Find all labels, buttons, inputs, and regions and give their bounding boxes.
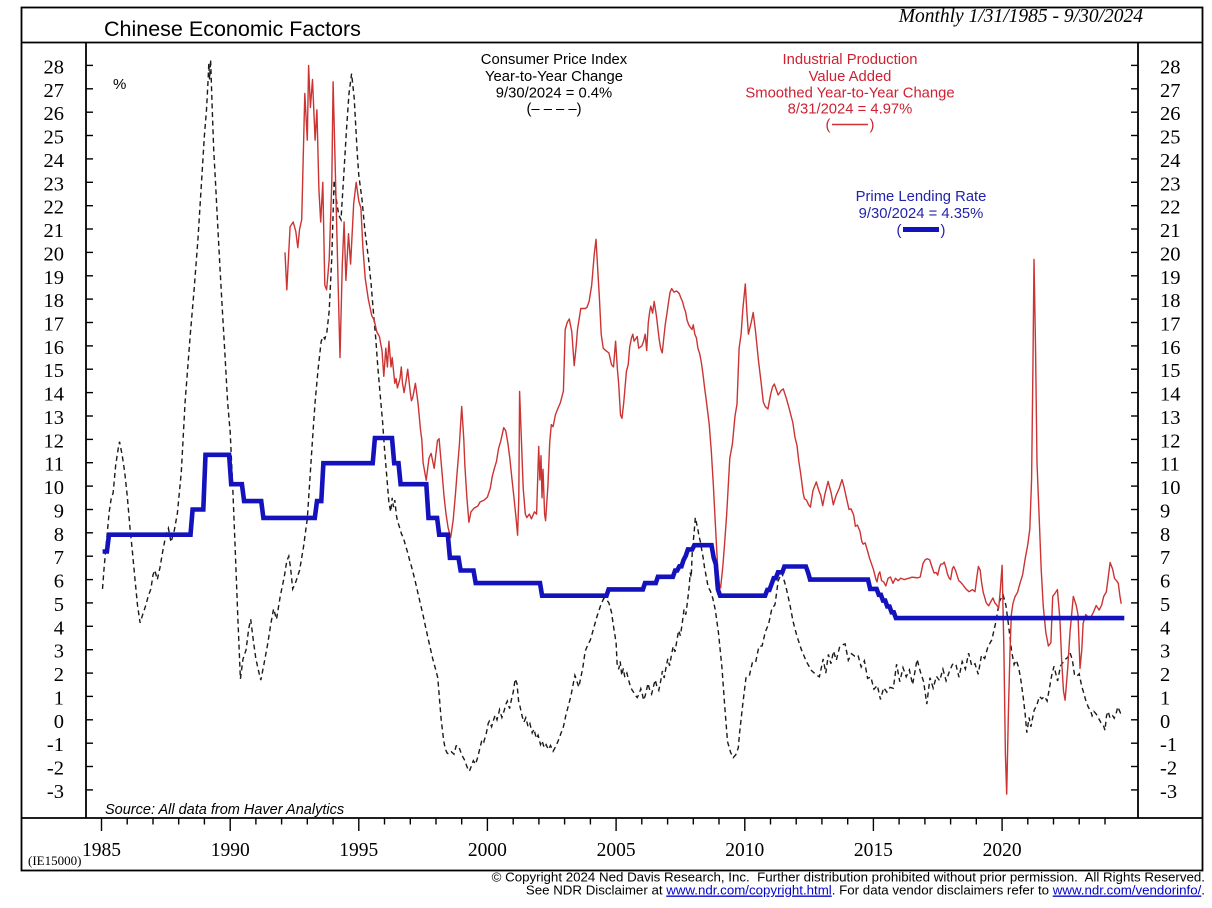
svg-text:0: 0 bbox=[54, 711, 64, 733]
svg-text:2000: 2000 bbox=[468, 840, 507, 861]
svg-text:10: 10 bbox=[1160, 477, 1181, 499]
svg-text:28: 28 bbox=[44, 56, 65, 78]
svg-text:Source: All data from Haver An: Source: All data from Haver Analytics bbox=[105, 802, 344, 818]
svg-text:See NDR Disclaimer at www.ndr.: See NDR Disclaimer at www.ndr.com/copyri… bbox=[526, 883, 1205, 898]
svg-text:11: 11 bbox=[1160, 454, 1180, 476]
svg-text:-3: -3 bbox=[47, 781, 64, 803]
svg-text:10: 10 bbox=[44, 477, 65, 499]
svg-text:Prime Lending Rate: Prime Lending Rate bbox=[856, 189, 987, 205]
svg-text:23: 23 bbox=[1160, 173, 1181, 195]
svg-text:28: 28 bbox=[1160, 56, 1181, 78]
svg-text:9/30/2024 = 4.35%: 9/30/2024 = 4.35% bbox=[859, 206, 984, 222]
svg-text:8: 8 bbox=[54, 524, 64, 546]
svg-text:1: 1 bbox=[1160, 687, 1170, 709]
svg-text:13: 13 bbox=[1160, 407, 1181, 429]
svg-text:(: ( bbox=[826, 118, 831, 134]
svg-text:3: 3 bbox=[54, 641, 64, 663]
svg-text:Monthly 1/31/1985 - 9/30/2024: Monthly 1/31/1985 - 9/30/2024 bbox=[898, 6, 1144, 27]
svg-text:23: 23 bbox=[44, 173, 65, 195]
svg-text:9: 9 bbox=[54, 501, 64, 523]
svg-text:0: 0 bbox=[1160, 711, 1170, 733]
svg-text:17: 17 bbox=[44, 314, 65, 336]
svg-text:7: 7 bbox=[1160, 547, 1170, 569]
svg-text:6: 6 bbox=[54, 571, 64, 593]
svg-text:21: 21 bbox=[1160, 220, 1181, 242]
svg-text:-3: -3 bbox=[1160, 781, 1177, 803]
svg-text:11: 11 bbox=[44, 454, 64, 476]
svg-text:20: 20 bbox=[1160, 243, 1181, 265]
svg-text:2: 2 bbox=[54, 664, 64, 686]
svg-text:25: 25 bbox=[44, 127, 65, 149]
svg-text:18: 18 bbox=[44, 290, 65, 312]
svg-text:7: 7 bbox=[54, 547, 64, 569]
svg-text:Consumer Price Index: Consumer Price Index bbox=[481, 52, 628, 68]
svg-text:27: 27 bbox=[44, 80, 65, 102]
svg-text:2020: 2020 bbox=[983, 840, 1022, 861]
svg-text:26: 26 bbox=[44, 103, 65, 125]
svg-text:Value Added: Value Added bbox=[809, 69, 892, 85]
svg-text:22: 22 bbox=[1160, 197, 1181, 219]
svg-text:19: 19 bbox=[44, 267, 65, 289]
svg-text:-2: -2 bbox=[1160, 758, 1177, 780]
svg-text:9/30/2024 = 0.4%: 9/30/2024 = 0.4% bbox=[496, 86, 612, 102]
svg-text:-2: -2 bbox=[47, 758, 64, 780]
svg-text:25: 25 bbox=[1160, 127, 1181, 149]
svg-text:17: 17 bbox=[1160, 314, 1181, 336]
svg-text:2005: 2005 bbox=[597, 840, 636, 861]
svg-text:22: 22 bbox=[44, 197, 65, 219]
svg-text:(: ( bbox=[897, 223, 902, 239]
svg-text:12: 12 bbox=[44, 430, 65, 452]
svg-text:4: 4 bbox=[54, 617, 64, 639]
svg-text:Chinese Economic Factors: Chinese Economic Factors bbox=[104, 17, 361, 41]
svg-text:14: 14 bbox=[1160, 384, 1181, 406]
svg-text:18: 18 bbox=[1160, 290, 1181, 312]
svg-text:2015: 2015 bbox=[854, 840, 893, 861]
svg-text:Year-to-Year Change: Year-to-Year Change bbox=[485, 69, 623, 85]
svg-text:): ) bbox=[870, 118, 875, 134]
svg-text:8: 8 bbox=[1160, 524, 1170, 546]
svg-text:© Copyright 2024 Ned Davis Res: © Copyright 2024 Ned Davis Research, Inc… bbox=[492, 870, 1205, 885]
svg-text:Industrial Production: Industrial Production bbox=[783, 52, 918, 68]
svg-text:Smoothed Year-to-Year Change: Smoothed Year-to-Year Change bbox=[745, 86, 954, 102]
svg-text:13: 13 bbox=[44, 407, 65, 429]
svg-text:1990: 1990 bbox=[211, 840, 250, 861]
svg-text:16: 16 bbox=[44, 337, 65, 359]
svg-text:26: 26 bbox=[1160, 103, 1181, 125]
svg-text:15: 15 bbox=[1160, 360, 1181, 382]
svg-text:9: 9 bbox=[1160, 501, 1170, 523]
svg-text:1985: 1985 bbox=[82, 840, 121, 861]
svg-text:3: 3 bbox=[1160, 641, 1170, 663]
svg-text:24: 24 bbox=[1160, 150, 1181, 172]
svg-text:4: 4 bbox=[1160, 617, 1170, 639]
svg-text:14: 14 bbox=[44, 384, 65, 406]
svg-text:2010: 2010 bbox=[725, 840, 764, 861]
svg-text:16: 16 bbox=[1160, 337, 1181, 359]
svg-text:5: 5 bbox=[54, 594, 64, 616]
svg-text:24: 24 bbox=[44, 150, 65, 172]
svg-text:(IE15000): (IE15000) bbox=[28, 853, 81, 868]
svg-text:15: 15 bbox=[44, 360, 65, 382]
svg-text:): ) bbox=[941, 223, 946, 239]
svg-text:8/31/2024 = 4.97%: 8/31/2024 = 4.97% bbox=[788, 102, 913, 118]
svg-text:21: 21 bbox=[44, 220, 65, 242]
svg-text:%: % bbox=[113, 76, 126, 93]
svg-text:6: 6 bbox=[1160, 571, 1170, 593]
svg-text:1: 1 bbox=[54, 687, 64, 709]
svg-text:12: 12 bbox=[1160, 430, 1181, 452]
svg-text:2: 2 bbox=[1160, 664, 1170, 686]
svg-text:5: 5 bbox=[1160, 594, 1170, 616]
svg-text:1995: 1995 bbox=[339, 840, 378, 861]
svg-text:-1: -1 bbox=[1160, 734, 1177, 756]
svg-text:-1: -1 bbox=[47, 734, 64, 756]
svg-text:(– – – –): (– – – –) bbox=[526, 102, 581, 118]
svg-text:20: 20 bbox=[44, 243, 65, 265]
svg-text:27: 27 bbox=[1160, 80, 1181, 102]
svg-text:19: 19 bbox=[1160, 267, 1181, 289]
